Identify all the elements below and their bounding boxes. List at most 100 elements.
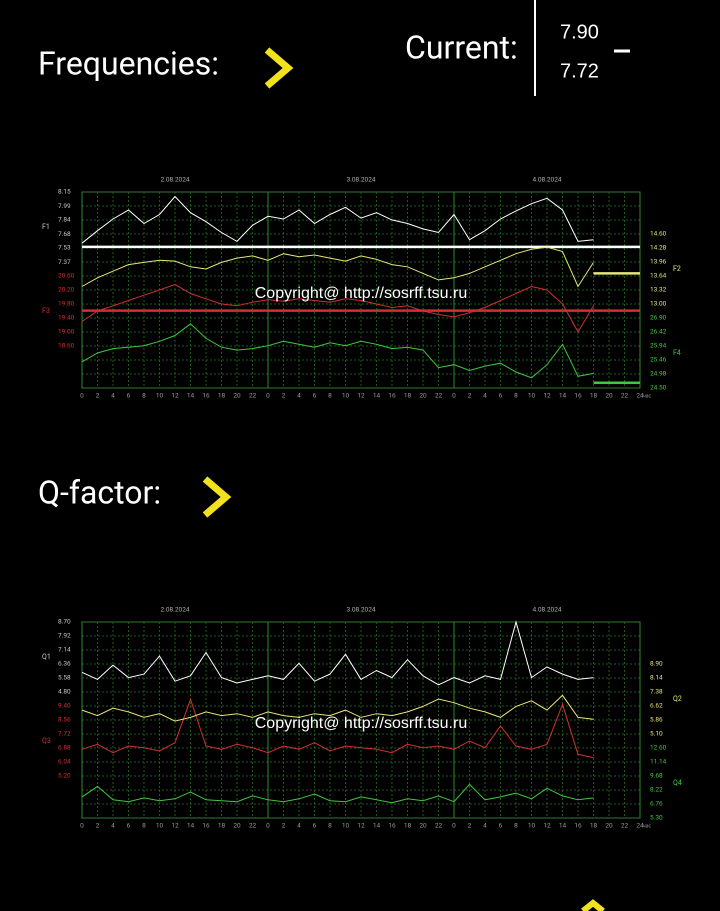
x-tick-label: 14 xyxy=(187,392,195,400)
x-tick-label: 18 xyxy=(590,822,598,830)
axis-name: F4 xyxy=(673,349,681,357)
date-label: 2.08.2024 xyxy=(161,176,190,184)
x-tick-label: 2 xyxy=(282,822,286,830)
x-tick-label: 12 xyxy=(543,392,551,400)
x-tick-label: 24 xyxy=(636,392,644,400)
chevron[interactable] xyxy=(202,476,232,518)
x-tick-label: 12 xyxy=(171,822,179,830)
y-tick-label: 13.32 xyxy=(650,286,667,294)
y-tick-label: 6.04 xyxy=(58,758,71,766)
x-tick-label: 20 xyxy=(419,392,427,400)
x-tick-label: 18 xyxy=(218,392,226,400)
x-tick-label: 0 xyxy=(452,392,456,400)
series-line xyxy=(81,620,594,686)
y-tick-label: 8.22 xyxy=(650,786,663,794)
x-tick-label: 14 xyxy=(559,392,567,400)
x-tick-label: 8 xyxy=(328,392,332,400)
y-tick-label: 12.60 xyxy=(650,744,667,752)
x-tick-label: 22 xyxy=(249,392,257,400)
y-tick-label: 8.15 xyxy=(58,188,71,196)
x-tick-label: 14 xyxy=(373,392,381,400)
y-tick-label: 7.72 xyxy=(58,730,71,738)
y-tick-label: 8.70 xyxy=(58,618,71,626)
x-tick-label: 22 xyxy=(435,392,443,400)
y-tick-label: 13.64 xyxy=(650,272,667,280)
y-tick-label: 7.53 xyxy=(58,243,71,251)
y-tick-label: 4.80 xyxy=(58,688,71,696)
x-tick-label: 14 xyxy=(373,822,381,830)
x-tick-label: 8 xyxy=(142,822,146,830)
y-tick-label: 7.38 xyxy=(650,688,663,696)
current-label: Current: xyxy=(405,28,518,66)
x-tick-label: 2 xyxy=(282,392,286,400)
x-tick-label: 12 xyxy=(357,822,365,830)
x-tick-label: 20 xyxy=(419,822,427,830)
x-tick-label: 12 xyxy=(171,392,179,400)
x-tick-label: 8 xyxy=(514,822,518,830)
watermark: Copyright@ http://sosrff.tsu.ru xyxy=(255,715,467,732)
y-tick-label: 7.84 xyxy=(58,216,71,224)
x-tick-label: 0 xyxy=(266,392,270,400)
y-tick-label: 7.99 xyxy=(58,202,71,210)
x-tick-label: 8 xyxy=(514,392,518,400)
y-tick-label: 6.76 xyxy=(650,800,663,808)
y-tick-label: 7.14 xyxy=(58,646,71,654)
series-line xyxy=(81,783,594,804)
y-tick-label: 8.90 xyxy=(650,660,663,668)
y-tick-label: 24.50 xyxy=(650,384,667,392)
x-tick-label: 22 xyxy=(621,822,629,830)
current-value: 7.90 xyxy=(560,21,599,43)
y-tick-label: 19.80 xyxy=(58,300,75,308)
x-tick-label: 6 xyxy=(313,822,317,830)
x-tick-label: 4 xyxy=(297,822,301,830)
x-tick-label: 0 xyxy=(452,822,456,830)
chart: 0 2 4 6 8 10 12 14 16 18 20 22 0 2 4 6 8 10 12 14 16 18 20 22 0 2… xyxy=(42,606,682,830)
y-tick-label: 8.14 xyxy=(650,674,663,682)
x-tick-label: 20 xyxy=(233,822,241,830)
axis-name: F3 xyxy=(42,307,50,315)
x-tick-label: 4 xyxy=(483,822,487,830)
x-tick-label: 16 xyxy=(202,392,210,400)
x-tick-label: 0 xyxy=(80,392,84,400)
x-tick-label: 0 xyxy=(80,822,84,830)
x-tick-label: 22 xyxy=(621,392,629,400)
y-tick-label: 7.92 xyxy=(58,632,71,640)
series-line xyxy=(81,283,594,334)
x-tick-label: 22 xyxy=(435,822,443,830)
chevron[interactable] xyxy=(581,899,605,911)
x-tick-label: 6 xyxy=(127,392,131,400)
axis-name: Q2 xyxy=(673,695,682,703)
x-tick-label: 14 xyxy=(187,822,195,830)
x-tick-label: 16 xyxy=(574,822,582,830)
chevron[interactable] xyxy=(264,47,294,89)
y-tick-label: 5.58 xyxy=(58,674,71,682)
x-tick-label: 18 xyxy=(218,822,226,830)
date-label: 3.08.2024 xyxy=(347,176,376,184)
x-tick-label: 22 xyxy=(249,822,257,830)
x-tick-label: 18 xyxy=(404,822,412,830)
series-line xyxy=(81,697,594,759)
date-label: 4.08.2024 xyxy=(533,176,562,184)
x-tick-label: 8 xyxy=(142,392,146,400)
axis-name: Q3 xyxy=(42,737,51,745)
x-axis-unit: час xyxy=(643,823,651,829)
series-line xyxy=(81,323,594,379)
chart: 0 2 4 6 8 10 12 14 16 18 20 22 0 2 4 6 8 10 12 14 16 18 20 22 0 2… xyxy=(42,176,681,400)
x-tick-label: 4 xyxy=(297,392,301,400)
x-tick-label: 6 xyxy=(499,822,503,830)
x-tick-label: 24 xyxy=(636,822,644,830)
x-tick-label: 18 xyxy=(404,392,412,400)
x-tick-label: 4 xyxy=(111,392,115,400)
y-tick-label: 25.46 xyxy=(650,356,667,364)
x-tick-label: 6 xyxy=(313,392,317,400)
axis-name: Q1 xyxy=(42,653,51,661)
y-tick-label: 20.20 xyxy=(58,286,75,294)
y-tick-label: 11.14 xyxy=(650,758,667,766)
x-tick-label: 10 xyxy=(528,822,536,830)
x-tick-label: 0 xyxy=(266,822,270,830)
x-tick-label: 20 xyxy=(233,392,241,400)
y-tick-label: 14.60 xyxy=(650,230,667,238)
y-tick-label: 24.98 xyxy=(650,370,667,378)
x-axis-unit: час xyxy=(643,393,651,399)
